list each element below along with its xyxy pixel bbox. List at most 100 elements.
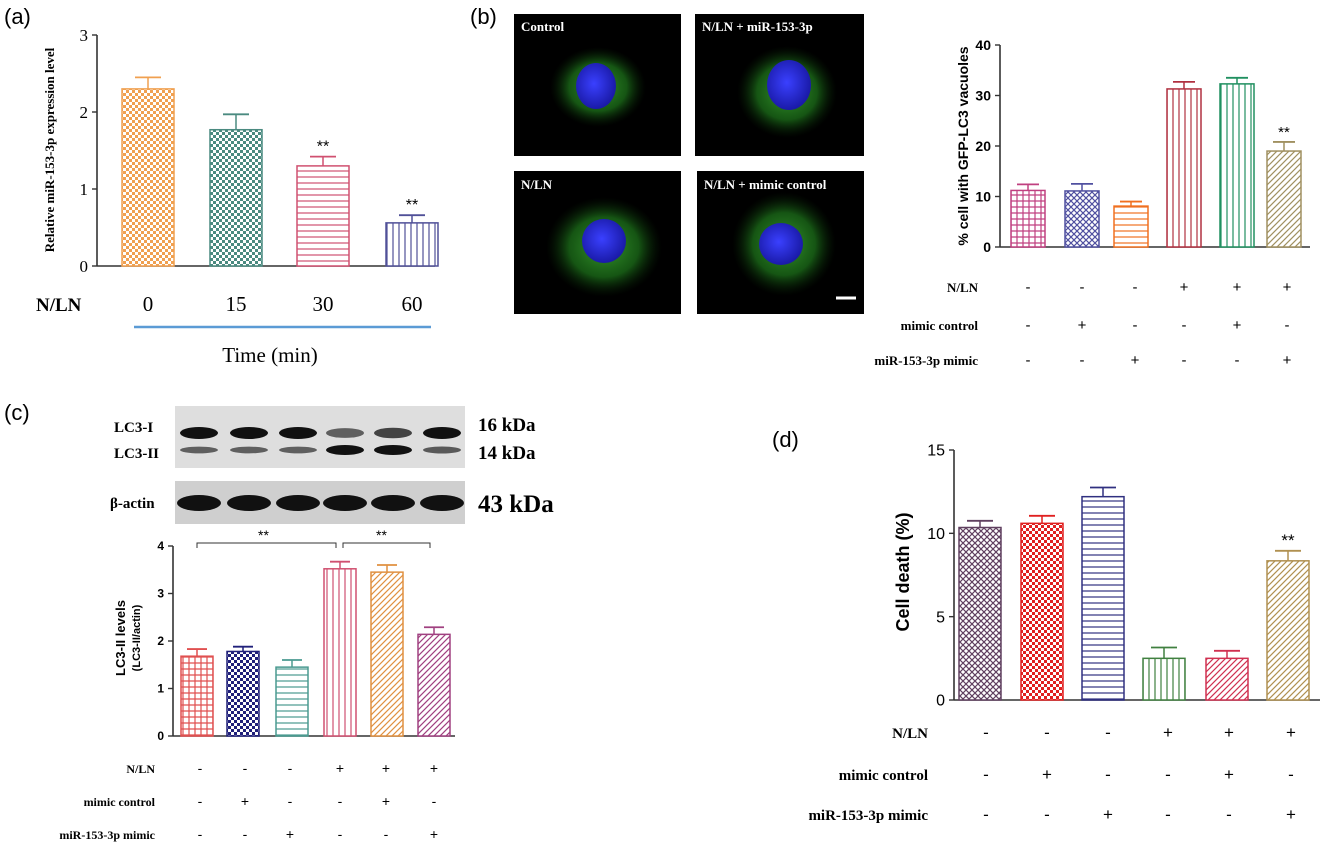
condition-symbol: +: [1224, 723, 1234, 742]
y-tick-label: 2: [157, 634, 164, 648]
significance-label: **: [317, 139, 329, 156]
bar: [296, 165, 350, 267]
condition-symbol: -: [1105, 723, 1111, 742]
condition-row-label: miR-153-3p mimic: [874, 353, 978, 368]
y-tick-label: 10: [975, 188, 991, 204]
condition-symbol: +: [430, 760, 438, 776]
bracket-1-label: **: [258, 527, 269, 543]
bar: [1166, 88, 1202, 248]
condition-symbol: -: [1080, 279, 1085, 296]
y-tick-label: 4: [157, 539, 164, 553]
y-tick-label: 1: [80, 180, 89, 199]
condition-symbol: -: [1288, 765, 1294, 784]
condition-row-label: mimic control: [901, 318, 979, 333]
band-lc3-ii: [326, 445, 364, 455]
chart-b-condition-table: N/LN - - - + + + mimic control - + - - + - miR-153-3p …: [874, 279, 1291, 369]
bar: [226, 650, 260, 737]
condition-row-label: N/LN: [126, 762, 155, 776]
blot-label-actin: β-actin: [110, 496, 155, 512]
band-actin: [371, 495, 415, 511]
condition-symbol: -: [338, 826, 343, 842]
chart-b-ylabel: % cell with GFP-LC3 vacuoles: [955, 46, 971, 245]
band-lc3-ii: [279, 446, 317, 454]
x-tick-label: 30: [313, 292, 334, 316]
micro-image-nln-mimic: N/LN + mimic control: [697, 171, 864, 314]
condition-symbol: +: [1163, 723, 1173, 742]
condition-row-label: N/LN: [892, 726, 928, 742]
significance-label: **: [406, 197, 418, 214]
condition-symbol: -: [198, 760, 203, 776]
condition-row-label: miR-153-3p mimic: [59, 828, 155, 842]
condition-symbol: +: [286, 826, 294, 842]
band-lc3-i: [279, 427, 317, 439]
micro-label-nln-mir: N/LN + miR-153-3p: [702, 19, 813, 34]
condition-row-label: mimic control: [84, 795, 156, 809]
condition-symbol: +: [1224, 765, 1234, 784]
condition-symbol: -: [243, 826, 248, 842]
bar: [385, 222, 439, 267]
blot-label-lc3-ii: LC3-II: [114, 446, 159, 462]
condition-symbol: -: [983, 765, 989, 784]
y-tick-label: 20: [975, 138, 991, 154]
condition-symbol: -: [983, 723, 989, 742]
condition-symbol: -: [1133, 279, 1138, 296]
panel-a-letter: (a): [4, 4, 31, 29]
condition-symbol: +: [1283, 279, 1292, 296]
y-tick-label: 0: [936, 693, 945, 710]
condition-symbol: -: [288, 760, 293, 776]
condition-row-label: N/LN: [947, 280, 979, 295]
chart-d: 0 5 10 15 **: [927, 443, 1320, 710]
condition-symbol: +: [1233, 317, 1242, 334]
micro-label-nln-mimic: N/LN + mimic control: [704, 177, 827, 192]
condition-symbol: -: [1026, 279, 1031, 296]
x-tick-label: 60: [402, 292, 423, 316]
condition-symbol: -: [432, 793, 437, 809]
y-tick-label: 0: [983, 239, 991, 255]
y-tick-label: 2: [80, 103, 89, 122]
band-actin: [227, 495, 271, 511]
band-lc3-i: [180, 427, 218, 439]
bar: [370, 571, 404, 737]
band-lc3-i: [423, 427, 461, 439]
condition-symbol: +: [1286, 805, 1296, 824]
panel-b-letter: (b): [470, 4, 497, 29]
chart-b: 0 10 20 30 40 **: [975, 37, 1310, 255]
band-lc3-i: [326, 428, 364, 438]
chart-c-ylabel: LC3-II levels: [113, 600, 128, 676]
micro-image-nln-mir: N/LN + miR-153-3p: [695, 14, 864, 156]
condition-symbol: -: [243, 760, 248, 776]
condition-symbol: +: [1233, 279, 1242, 296]
chart-d-condition-table: N/LN - - - + + + mimic control - + - - + - miR-153-3p …: [808, 723, 1296, 824]
condition-symbol: -: [1133, 317, 1138, 334]
condition-symbol: -: [1285, 317, 1290, 334]
condition-symbol: +: [1180, 279, 1189, 296]
band-actin: [177, 495, 221, 511]
band-actin: [323, 495, 367, 511]
bar: [417, 633, 451, 737]
bar: [1142, 657, 1186, 701]
x-tick-label: 0: [143, 292, 154, 316]
bracket-2-label: **: [376, 527, 387, 543]
bar: [121, 88, 175, 267]
condition-symbol: +: [382, 793, 390, 809]
condition-symbol: -: [1226, 805, 1232, 824]
blot-kda-43: 43 kDa: [478, 491, 554, 518]
blot-label-lc3-i: LC3-I: [114, 420, 153, 436]
x-tick-label: 15: [226, 292, 247, 316]
condition-symbol: +: [1286, 723, 1296, 742]
band-lc3-i: [230, 427, 268, 439]
condition-symbol: +: [1103, 805, 1113, 824]
chart-a-ylabel: Relative miR-153-3p expression level: [42, 47, 57, 252]
bar: [275, 666, 309, 737]
condition-symbol: -: [288, 793, 293, 809]
condition-symbol: +: [1042, 765, 1052, 784]
y-tick-label: 10: [927, 526, 945, 543]
y-tick-label: 30: [975, 87, 991, 103]
y-tick-label: 3: [80, 26, 89, 45]
bar: [1020, 522, 1064, 701]
condition-symbol: -: [1044, 805, 1050, 824]
bar: [1205, 657, 1249, 701]
bar: [1113, 205, 1149, 248]
